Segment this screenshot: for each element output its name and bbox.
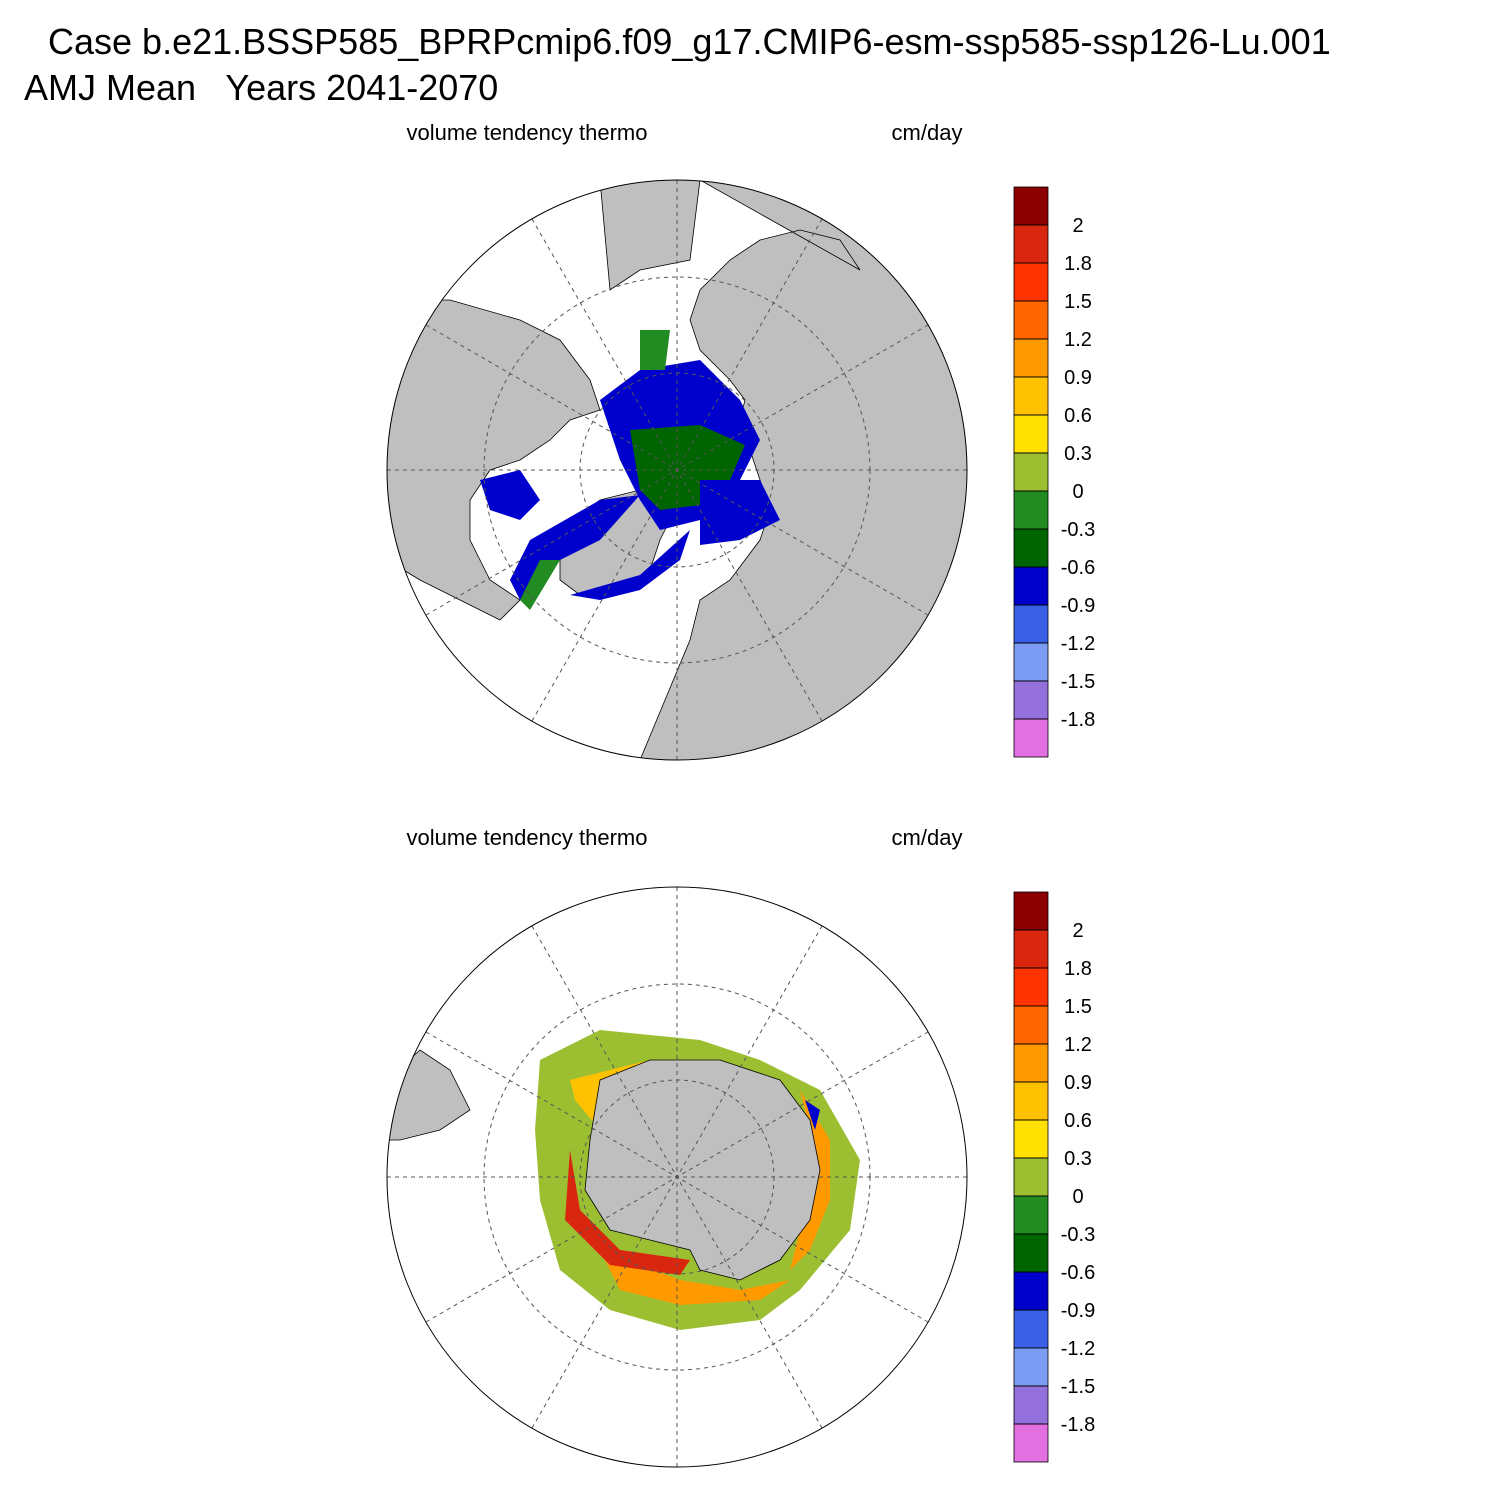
subtitle: AMJ Mean Years 2041-2070 [24,67,498,108]
colorbar-label: 0.6 [1064,1110,1092,1132]
colorbar-label: 2 [1072,920,1083,942]
colorbar-box [1013,1385,1049,1425]
colorbar-label: 0.3 [1064,443,1092,465]
colorbar-box [1013,680,1049,720]
colorbar-box [1013,1005,1049,1045]
colorbar-label: 2 [1072,215,1083,237]
colorbar-label: -0.9 [1061,1300,1095,1322]
colorbar-label: -0.9 [1061,595,1095,617]
colorbar-box [1013,1081,1049,1121]
colorbar-label: 0.3 [1064,1148,1092,1170]
colorbar-box [1013,1423,1049,1463]
colorbar-box [1013,566,1049,606]
colorbar-box [1013,300,1049,340]
colorbar-box [1013,604,1049,644]
colorbar-label: -0.3 [1061,519,1095,541]
colorbar-box [1013,1271,1049,1311]
arctic-map [387,180,967,760]
colorbar-box [1013,186,1049,226]
colorbar-label: 0 [1072,481,1083,503]
colorbar-box [1013,1157,1049,1197]
panel-left-label: volume tendency thermo [407,825,648,850]
colorbar-label: 1.2 [1064,329,1092,351]
colorbar-label: -1.8 [1061,709,1095,731]
colorbar-box [1013,528,1049,568]
colorbar-label: 1.2 [1064,1034,1092,1056]
colorbar-box [1013,262,1049,302]
colorbar-label: 1.8 [1064,958,1092,980]
panel-right-label: cm/day [892,120,963,145]
title: Case b.e21.BSSP585_BPRPcmip6.f09_g17.CMI… [48,21,1331,62]
colorbar-label: 0.9 [1064,367,1092,389]
colorbar-label: 0 [1072,1186,1083,1208]
colorbar-label: -0.3 [1061,1224,1095,1246]
colorbar-box [1013,1119,1049,1159]
colorbar-box [1013,718,1049,758]
colorbar-box [1013,891,1049,931]
colorbar-box [1013,1233,1049,1273]
colorbar-box [1013,967,1049,1007]
colorbar-label: -1.8 [1061,1414,1095,1436]
colorbar-label: -1.5 [1061,671,1095,693]
colorbar-label: 1.5 [1064,996,1092,1018]
colorbar-box [1013,414,1049,454]
panel-right-label: cm/day [892,825,963,850]
colorbar-label: -0.6 [1061,557,1095,579]
colorbar-box [1013,224,1049,264]
colorbar-box [1013,1347,1049,1387]
colorbar-box [1013,376,1049,416]
colorbar-box [1013,1043,1049,1083]
colorbar-label: -0.6 [1061,1262,1095,1284]
antarctic-map [387,887,967,1467]
colorbar-label: 0.9 [1064,1072,1092,1094]
colorbar-box [1013,490,1049,530]
panel-left-label: volume tendency thermo [407,120,648,145]
colorbar-label: 1.5 [1064,291,1092,313]
colorbar-box [1013,929,1049,969]
colorbar-box [1013,452,1049,492]
colorbar-box [1013,642,1049,682]
colorbar-label: -1.2 [1061,633,1095,655]
colorbar-label: 0.6 [1064,405,1092,427]
colorbar-label: -1.2 [1061,1338,1095,1360]
colorbar-label: 1.8 [1064,253,1092,275]
colorbar-box [1013,1195,1049,1235]
colorbar-label: -1.5 [1061,1376,1095,1398]
colorbar-box [1013,1309,1049,1349]
colorbar-box [1013,338,1049,378]
